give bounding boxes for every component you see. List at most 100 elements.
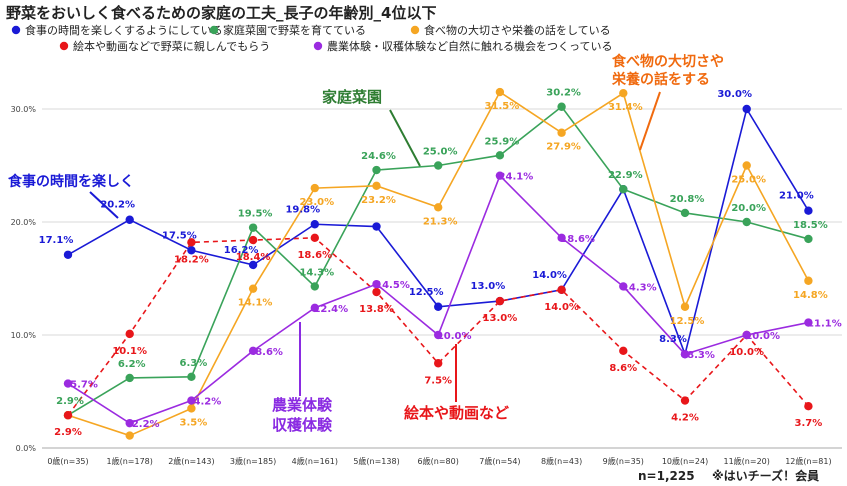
annotation-text: 収穫体験 bbox=[272, 416, 333, 434]
x-tick-label: 2歳(n=143) bbox=[168, 456, 214, 466]
data-point bbox=[434, 359, 443, 368]
data-point bbox=[372, 165, 381, 175]
data-label: 25.9% bbox=[485, 136, 520, 147]
sample-size: n=1,225 bbox=[638, 469, 695, 483]
data-point bbox=[742, 161, 751, 170]
data-point bbox=[434, 302, 443, 311]
callout-line bbox=[639, 91, 661, 151]
data-point bbox=[187, 238, 196, 247]
data-label: 31.4% bbox=[608, 102, 643, 113]
data-label: 12.4% bbox=[313, 304, 348, 315]
data-label: 20.8% bbox=[670, 194, 705, 205]
data-label: 18.5% bbox=[793, 220, 828, 231]
data-point bbox=[804, 206, 813, 215]
data-label: 12.5% bbox=[670, 316, 705, 327]
data-label: 6.2% bbox=[118, 359, 146, 370]
data-label: 5.7% bbox=[70, 380, 98, 391]
data-label: 4.2% bbox=[194, 397, 222, 408]
legend-marker bbox=[313, 41, 323, 51]
annotation-text: 農業体験 bbox=[272, 396, 333, 414]
data-label: 14.0% bbox=[532, 270, 567, 281]
annotation-text: 家庭菜園 bbox=[322, 88, 382, 106]
chart-title: 野菜をおいしく食べるための家庭の工夫_長子の年齢別_4位以下 bbox=[6, 4, 436, 22]
data-point bbox=[248, 223, 258, 232]
data-point bbox=[434, 203, 443, 212]
x-tick-label: 0歳(n=35) bbox=[47, 456, 88, 466]
data-point bbox=[434, 330, 443, 340]
callout-line bbox=[89, 191, 119, 219]
data-label: 3.7% bbox=[795, 418, 823, 429]
data-label: 14.5% bbox=[375, 280, 410, 291]
data-label: 21.3% bbox=[423, 216, 458, 227]
x-tick-label: 3歳(n=185) bbox=[230, 456, 276, 466]
legend: 食事の時間を楽しくするようにしている 家庭菜園で野菜を育てている 食べ物の大切さや栄… bbox=[11, 23, 612, 53]
data-point bbox=[310, 282, 319, 291]
data-point bbox=[248, 235, 258, 245]
data-label: 10.1% bbox=[112, 346, 147, 357]
data-labels: 17.1% 20.2% 17.5% 16.2% 19.8% 12.5% 13.0% 14.0%… bbox=[39, 88, 842, 438]
data-point bbox=[804, 401, 813, 411]
data-point bbox=[63, 411, 73, 420]
data-label: 21.0% bbox=[779, 191, 814, 202]
gridlines bbox=[42, 108, 842, 449]
data-label: 6.3% bbox=[180, 358, 208, 369]
annotation-text: 食事の時間を楽しく bbox=[8, 173, 134, 190]
data-point bbox=[310, 233, 319, 243]
data-label: 25.0% bbox=[731, 175, 766, 186]
data-label: 19.8% bbox=[285, 204, 320, 215]
data-point bbox=[125, 373, 134, 383]
data-label: 20.2% bbox=[100, 200, 135, 211]
data-label: 13.0% bbox=[483, 313, 518, 324]
data-point bbox=[372, 279, 381, 289]
data-point bbox=[619, 346, 628, 356]
data-point bbox=[742, 104, 751, 114]
data-point bbox=[495, 171, 505, 180]
data-label: 17.5% bbox=[162, 230, 197, 241]
data-label: 25.0% bbox=[423, 147, 458, 158]
data-point bbox=[248, 260, 258, 270]
x-axis: 0歳(n=35) 1歳(n=178) 2歳(n=143) 3歳(n=185) 4歳(n=… bbox=[47, 456, 831, 466]
data-label: 10.0% bbox=[437, 331, 472, 342]
data-label: 27.9% bbox=[546, 142, 581, 153]
data-label: 18.6% bbox=[560, 234, 595, 245]
data-point bbox=[557, 233, 566, 243]
data-point bbox=[187, 404, 196, 413]
legend-entry: 農業体験・収穫体験など自然に触れる機会をつくっている bbox=[327, 39, 612, 53]
data-point bbox=[495, 296, 505, 306]
x-tick-label: 4歳(n=161) bbox=[292, 456, 338, 466]
annotation-text: 絵本や動画など bbox=[404, 404, 509, 422]
data-point bbox=[619, 88, 628, 98]
data-label: 2.9% bbox=[56, 396, 84, 407]
y-tick-label: 20.0% bbox=[11, 218, 37, 227]
data-label: 2.9% bbox=[54, 427, 82, 438]
data-point bbox=[310, 183, 319, 193]
data-point bbox=[248, 284, 258, 293]
data-label: 13.8% bbox=[359, 304, 394, 315]
data-point bbox=[125, 418, 134, 428]
data-point bbox=[557, 285, 566, 294]
data-label: 24.1% bbox=[499, 172, 534, 183]
data-point bbox=[125, 215, 134, 224]
legend-marker bbox=[59, 41, 69, 51]
data-point bbox=[434, 161, 443, 170]
data-point bbox=[742, 217, 751, 227]
data-point bbox=[557, 128, 566, 137]
data-label: 23.2% bbox=[361, 195, 396, 206]
data-label: 17.1% bbox=[39, 235, 74, 246]
data-label: 14.3% bbox=[299, 267, 334, 278]
legend-marker bbox=[410, 25, 420, 35]
data-point bbox=[680, 350, 690, 359]
y-tick-label: 10.0% bbox=[11, 331, 37, 340]
annotation-text: 栄養の話をする bbox=[611, 71, 710, 88]
data-point bbox=[187, 396, 196, 405]
data-label: 16.2% bbox=[224, 245, 259, 256]
legend-entry: 家庭菜園で野菜を育てている bbox=[223, 23, 366, 37]
data-label: 24.6% bbox=[361, 151, 396, 162]
data-label: 22.9% bbox=[608, 170, 643, 181]
data-label: 18.4% bbox=[236, 252, 271, 263]
legend-entry: 絵本や動画などで野菜に親しんでもらう bbox=[73, 39, 270, 53]
data-point bbox=[63, 379, 73, 388]
x-tick-label: 1歳(n=178) bbox=[107, 456, 153, 466]
data-label: 20.0% bbox=[731, 203, 766, 214]
